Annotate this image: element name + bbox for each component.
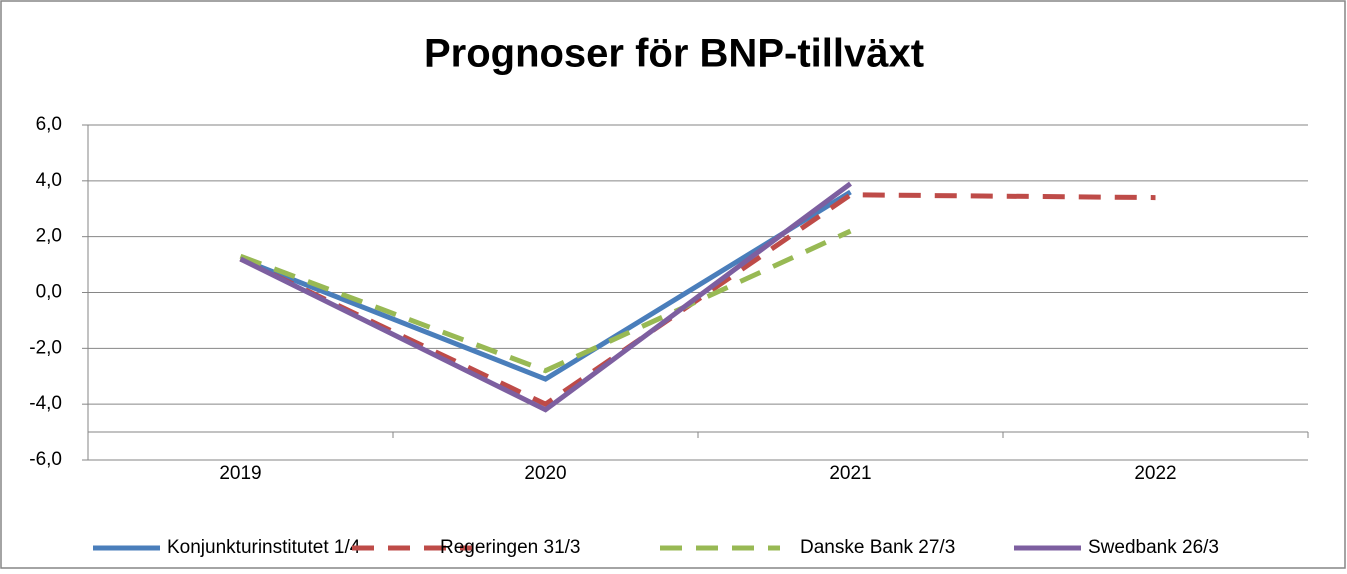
series-line [239, 228, 852, 374]
y-tick-label: -4,0 [29, 393, 62, 414]
x-tick-label: 2021 [829, 463, 871, 484]
x-tick-label: 2020 [524, 463, 566, 484]
y-tick-label: 0,0 [36, 282, 62, 303]
legend-label: Konjunkturinstitutet 1/4 [167, 537, 361, 558]
legend-label: Danske Bank 27/3 [800, 537, 955, 558]
x-tick-label: 2022 [1134, 463, 1176, 484]
y-tick-label: 6,0 [36, 114, 62, 135]
y-tick-label: 2,0 [36, 226, 62, 247]
series-line [239, 181, 852, 413]
y-tick-label: -2,0 [29, 337, 62, 358]
y-tick-label: -6,0 [29, 449, 62, 470]
chart-title: Prognoser för BNP-tillväxt [424, 32, 924, 76]
legend-label: Swedbank 26/3 [1088, 537, 1219, 558]
y-tick-label: 4,0 [36, 170, 62, 191]
series-line [239, 189, 852, 382]
x-tick-label: 2019 [219, 463, 261, 484]
legend-label: Regeringen 31/3 [440, 537, 581, 558]
